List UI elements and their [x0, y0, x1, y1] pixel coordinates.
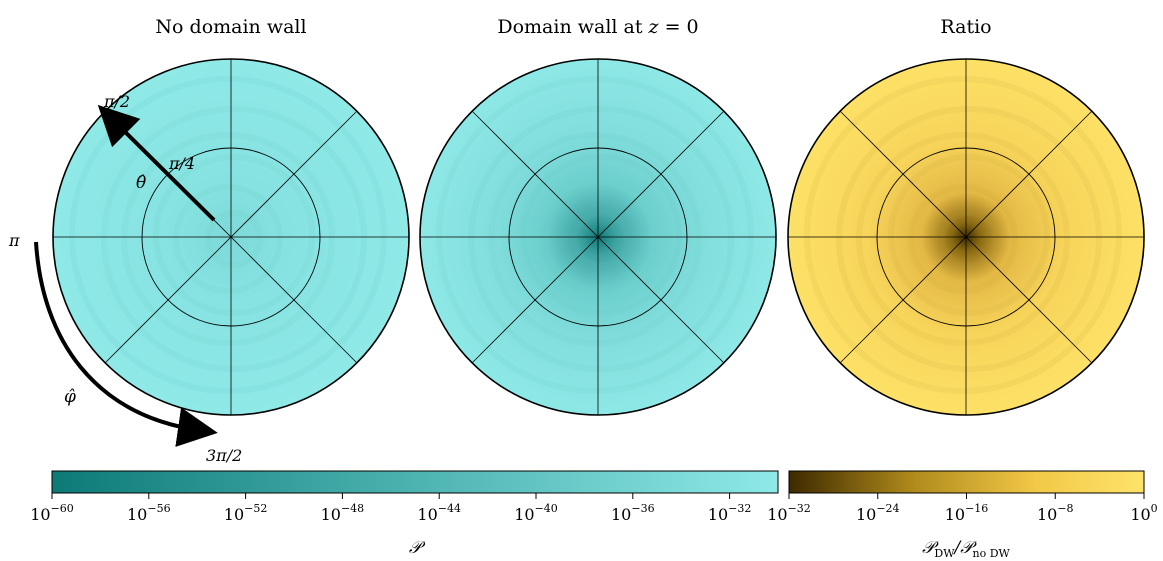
grid-ring [876, 147, 1056, 327]
phi-arrow [34, 241, 218, 447]
theta-symbol: θ̂ [136, 173, 146, 193]
colorbar-tick-label: 10−24 [856, 502, 900, 524]
texture-ring [173, 184, 283, 294]
texture-ring [520, 154, 682, 316]
grid-spoke [839, 110, 1093, 364]
colorbar-tick-label: 10−48 [321, 502, 365, 524]
texture-ring [888, 154, 1050, 316]
grid-ring [141, 147, 321, 327]
colorbar-tick-label: 100 [1130, 502, 1157, 524]
polar-panel-ratio [787, 58, 1145, 416]
texture-ring [836, 106, 1102, 372]
texture-ring [572, 210, 630, 268]
texture-ring [121, 132, 335, 346]
colorbar-tick-label: 10−52 [224, 502, 268, 524]
texture-ring [940, 210, 998, 268]
polar-panels [52, 58, 1145, 416]
phi-symbol: φ̂ [64, 387, 76, 407]
texture-ring [804, 76, 1122, 394]
texture-ring [436, 76, 754, 394]
texture-ring [69, 76, 387, 394]
colorbar-tick-label: 10−36 [611, 502, 655, 524]
colorbar-tick-label: 10−32 [767, 502, 811, 524]
theta-label-pi2: π/2 [103, 92, 130, 111]
theta-label-pi4: π/4 [168, 154, 195, 173]
colorbar-ratio-ticks: 10−32 10−24 10−16 10−8 100 [767, 493, 1158, 524]
texture-ring [153, 154, 315, 316]
colorbar-tick-label: 10−8 [1037, 502, 1074, 524]
colorbar-tick-label: 10−40 [514, 502, 558, 524]
phi-label-3pi2: 3π/2 [206, 446, 242, 465]
panel-border [52, 58, 410, 416]
polar-panel-no-dw [52, 58, 410, 416]
grid-spoke [471, 110, 725, 364]
colorbar-ratio [788, 470, 1145, 494]
colorbar-ratio-label: 𝒫DW/𝒫no DW [922, 538, 1010, 560]
texture-ring [205, 210, 263, 268]
colorbar-tick-label: 10−44 [417, 502, 461, 524]
texture-ring [540, 184, 650, 294]
polar-panel-dw [419, 58, 777, 416]
panel-border [787, 58, 1145, 416]
colorbar-tick-label: 10−32 [708, 502, 752, 524]
panel-title-ratio: Ratio [940, 16, 991, 38]
texture-ring [101, 106, 367, 372]
texture-ring [856, 132, 1070, 346]
panel-border [419, 58, 777, 416]
colorbar-probability-label: 𝒫 [409, 538, 426, 558]
panel-title-no-dw: No domain wall [155, 16, 306, 38]
texture-ring [488, 132, 702, 346]
theta-arrow [97, 104, 216, 222]
colorbar-tick-label: 10−16 [945, 502, 989, 524]
grid-ring [508, 147, 688, 327]
colorbar-probability [51, 470, 779, 494]
colorbar-tick-label: 10−60 [30, 502, 74, 524]
colorbar-tick-label: 10−56 [127, 502, 171, 524]
grid-spoke [104, 110, 358, 364]
panel-title-dw: Domain wall at z = 0 [497, 16, 698, 38]
texture-ring [468, 106, 734, 372]
colorbar-probability-ticks: 10−60 10−56 10−52 10−48 10−44 10−40 10−36 10−32 [30, 493, 751, 524]
phi-label-pi: π [8, 231, 20, 250]
texture-ring [908, 184, 1018, 294]
